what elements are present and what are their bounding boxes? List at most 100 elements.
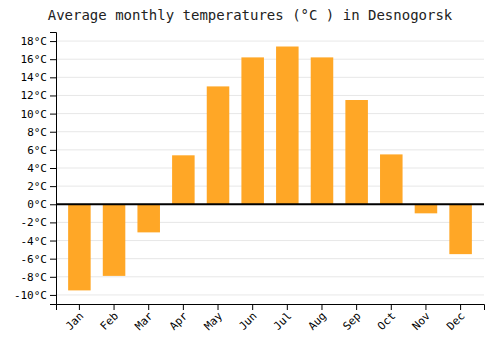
y-tick-label: -4°C xyxy=(21,235,48,248)
y-tick: -8°C xyxy=(21,271,57,284)
y-tick-mark xyxy=(50,222,56,223)
x-tick-mark xyxy=(114,304,115,310)
y-tick: 12°C xyxy=(21,89,57,102)
x-tick: Aug xyxy=(306,304,329,333)
grid-line xyxy=(56,59,484,60)
y-tick-label: 4°C xyxy=(27,162,47,175)
x-tick-mark xyxy=(148,304,149,310)
bar xyxy=(276,47,299,205)
bar xyxy=(207,86,230,204)
x-tick: Jun xyxy=(236,304,259,333)
grid-line xyxy=(56,113,484,114)
y-tick-mark xyxy=(50,168,56,169)
y-tick-mark xyxy=(50,59,56,60)
bars xyxy=(56,47,484,291)
x-tick: Dec xyxy=(444,304,467,333)
y-tick-mark xyxy=(50,241,56,242)
bar xyxy=(137,204,160,232)
x-axis: Jan Feb Mar Apr May Jun Jul Aug Sep Oct Nov Dec xyxy=(57,304,485,333)
x-tick-mark xyxy=(218,304,219,310)
y-tick-label: 0°C xyxy=(27,198,47,211)
bar xyxy=(380,154,403,204)
y-tick-label: 2°C xyxy=(27,180,47,193)
chart: Average monthly temperatures (°C ) in De… xyxy=(0,0,500,350)
y-tick-label: 6°C xyxy=(27,144,47,157)
y-tick: -10°C xyxy=(14,289,56,302)
x-tick-mark xyxy=(356,304,357,310)
x-tick-label: Mar xyxy=(132,309,156,333)
x-tick: Sep xyxy=(340,304,363,333)
grid-line xyxy=(56,149,484,150)
x-tick: Oct xyxy=(375,304,398,333)
plot: -10°C-8°C-6°C-4°C-2°C0°C2°C4°C6°C8°C10°C… xyxy=(14,33,485,333)
grid-line xyxy=(56,168,484,169)
x-tick: Jan xyxy=(63,304,86,333)
x-tick-mark xyxy=(252,304,253,310)
y-tick: -2°C xyxy=(21,216,57,229)
grid-line xyxy=(56,204,484,205)
y-tick: -6°C xyxy=(21,253,57,266)
x-tick-mark xyxy=(183,304,184,310)
y-tick-label: 10°C xyxy=(21,108,48,121)
y-tick-label: 14°C xyxy=(21,71,48,84)
grid-line xyxy=(56,41,484,42)
x-tick: May xyxy=(202,304,226,333)
x-axis-line xyxy=(57,305,485,311)
x-tick-label: Dec xyxy=(444,310,467,333)
y-tick-mark xyxy=(50,204,56,205)
x-tick-mark xyxy=(79,304,80,310)
y-tick: 10°C xyxy=(21,108,57,121)
y-tick-label: -10°C xyxy=(14,289,47,302)
x-tick: Nov xyxy=(410,304,434,333)
x-tick-label: Aug xyxy=(306,310,329,333)
y-tick-label: 16°C xyxy=(21,53,48,66)
x-tick-mark xyxy=(321,304,322,310)
bar xyxy=(68,204,91,290)
y-tick-mark xyxy=(50,150,56,151)
y-tick: 14°C xyxy=(21,71,57,84)
y-tick: 6°C xyxy=(27,144,56,157)
x-tick-label: May xyxy=(202,309,226,333)
y-tick-mark xyxy=(50,114,56,115)
x-tick-mark xyxy=(391,304,392,310)
grid-line xyxy=(56,276,484,277)
bar xyxy=(345,100,368,204)
grid-line xyxy=(56,131,484,132)
y-tick-mark xyxy=(50,41,56,42)
x-tick: Mar xyxy=(132,304,156,333)
y-tick-mark xyxy=(50,186,56,187)
y-tick: 16°C xyxy=(21,53,57,66)
x-tick-label: Sep xyxy=(340,310,363,333)
y-tick-mark xyxy=(50,259,56,260)
x-tick: Feb xyxy=(98,304,121,333)
x-tick-label: Oct xyxy=(375,310,398,333)
title: Average monthly temperatures (°C ) in De… xyxy=(48,7,453,23)
y-tick-label: -2°C xyxy=(21,216,48,229)
y-axis: -10°C-8°C-6°C-4°C-2°C0°C2°C4°C6°C8°C10°C… xyxy=(14,33,57,305)
grid xyxy=(56,41,484,295)
x-tick: Apr xyxy=(167,304,191,333)
y-tick-mark xyxy=(50,277,56,278)
y-tick-mark xyxy=(50,132,56,133)
y-tick-mark xyxy=(50,77,56,78)
bar xyxy=(103,204,126,276)
x-tick-label: Feb xyxy=(98,310,121,333)
x-tick: Jul xyxy=(271,304,294,333)
x-tick-mark xyxy=(460,304,461,310)
y-tick-mark xyxy=(50,295,56,296)
bar xyxy=(241,57,264,204)
x-tick-label: Jun xyxy=(236,310,259,333)
x-tick-label: Jan xyxy=(63,310,86,333)
y-tick-label: 18°C xyxy=(21,35,48,48)
y-tick-label: -6°C xyxy=(21,253,48,266)
bar xyxy=(449,204,472,254)
y-tick: 4°C xyxy=(27,162,56,175)
y-tick: 0°C xyxy=(27,198,56,211)
y-axis-line xyxy=(50,33,57,305)
x-tick-label: Apr xyxy=(167,309,191,333)
x-tick-label: Nov xyxy=(410,309,434,333)
grid-line xyxy=(56,186,484,187)
x-tick-mark xyxy=(425,304,426,310)
x-tick-label: Jul xyxy=(271,310,294,333)
x-tick-mark xyxy=(287,304,288,310)
